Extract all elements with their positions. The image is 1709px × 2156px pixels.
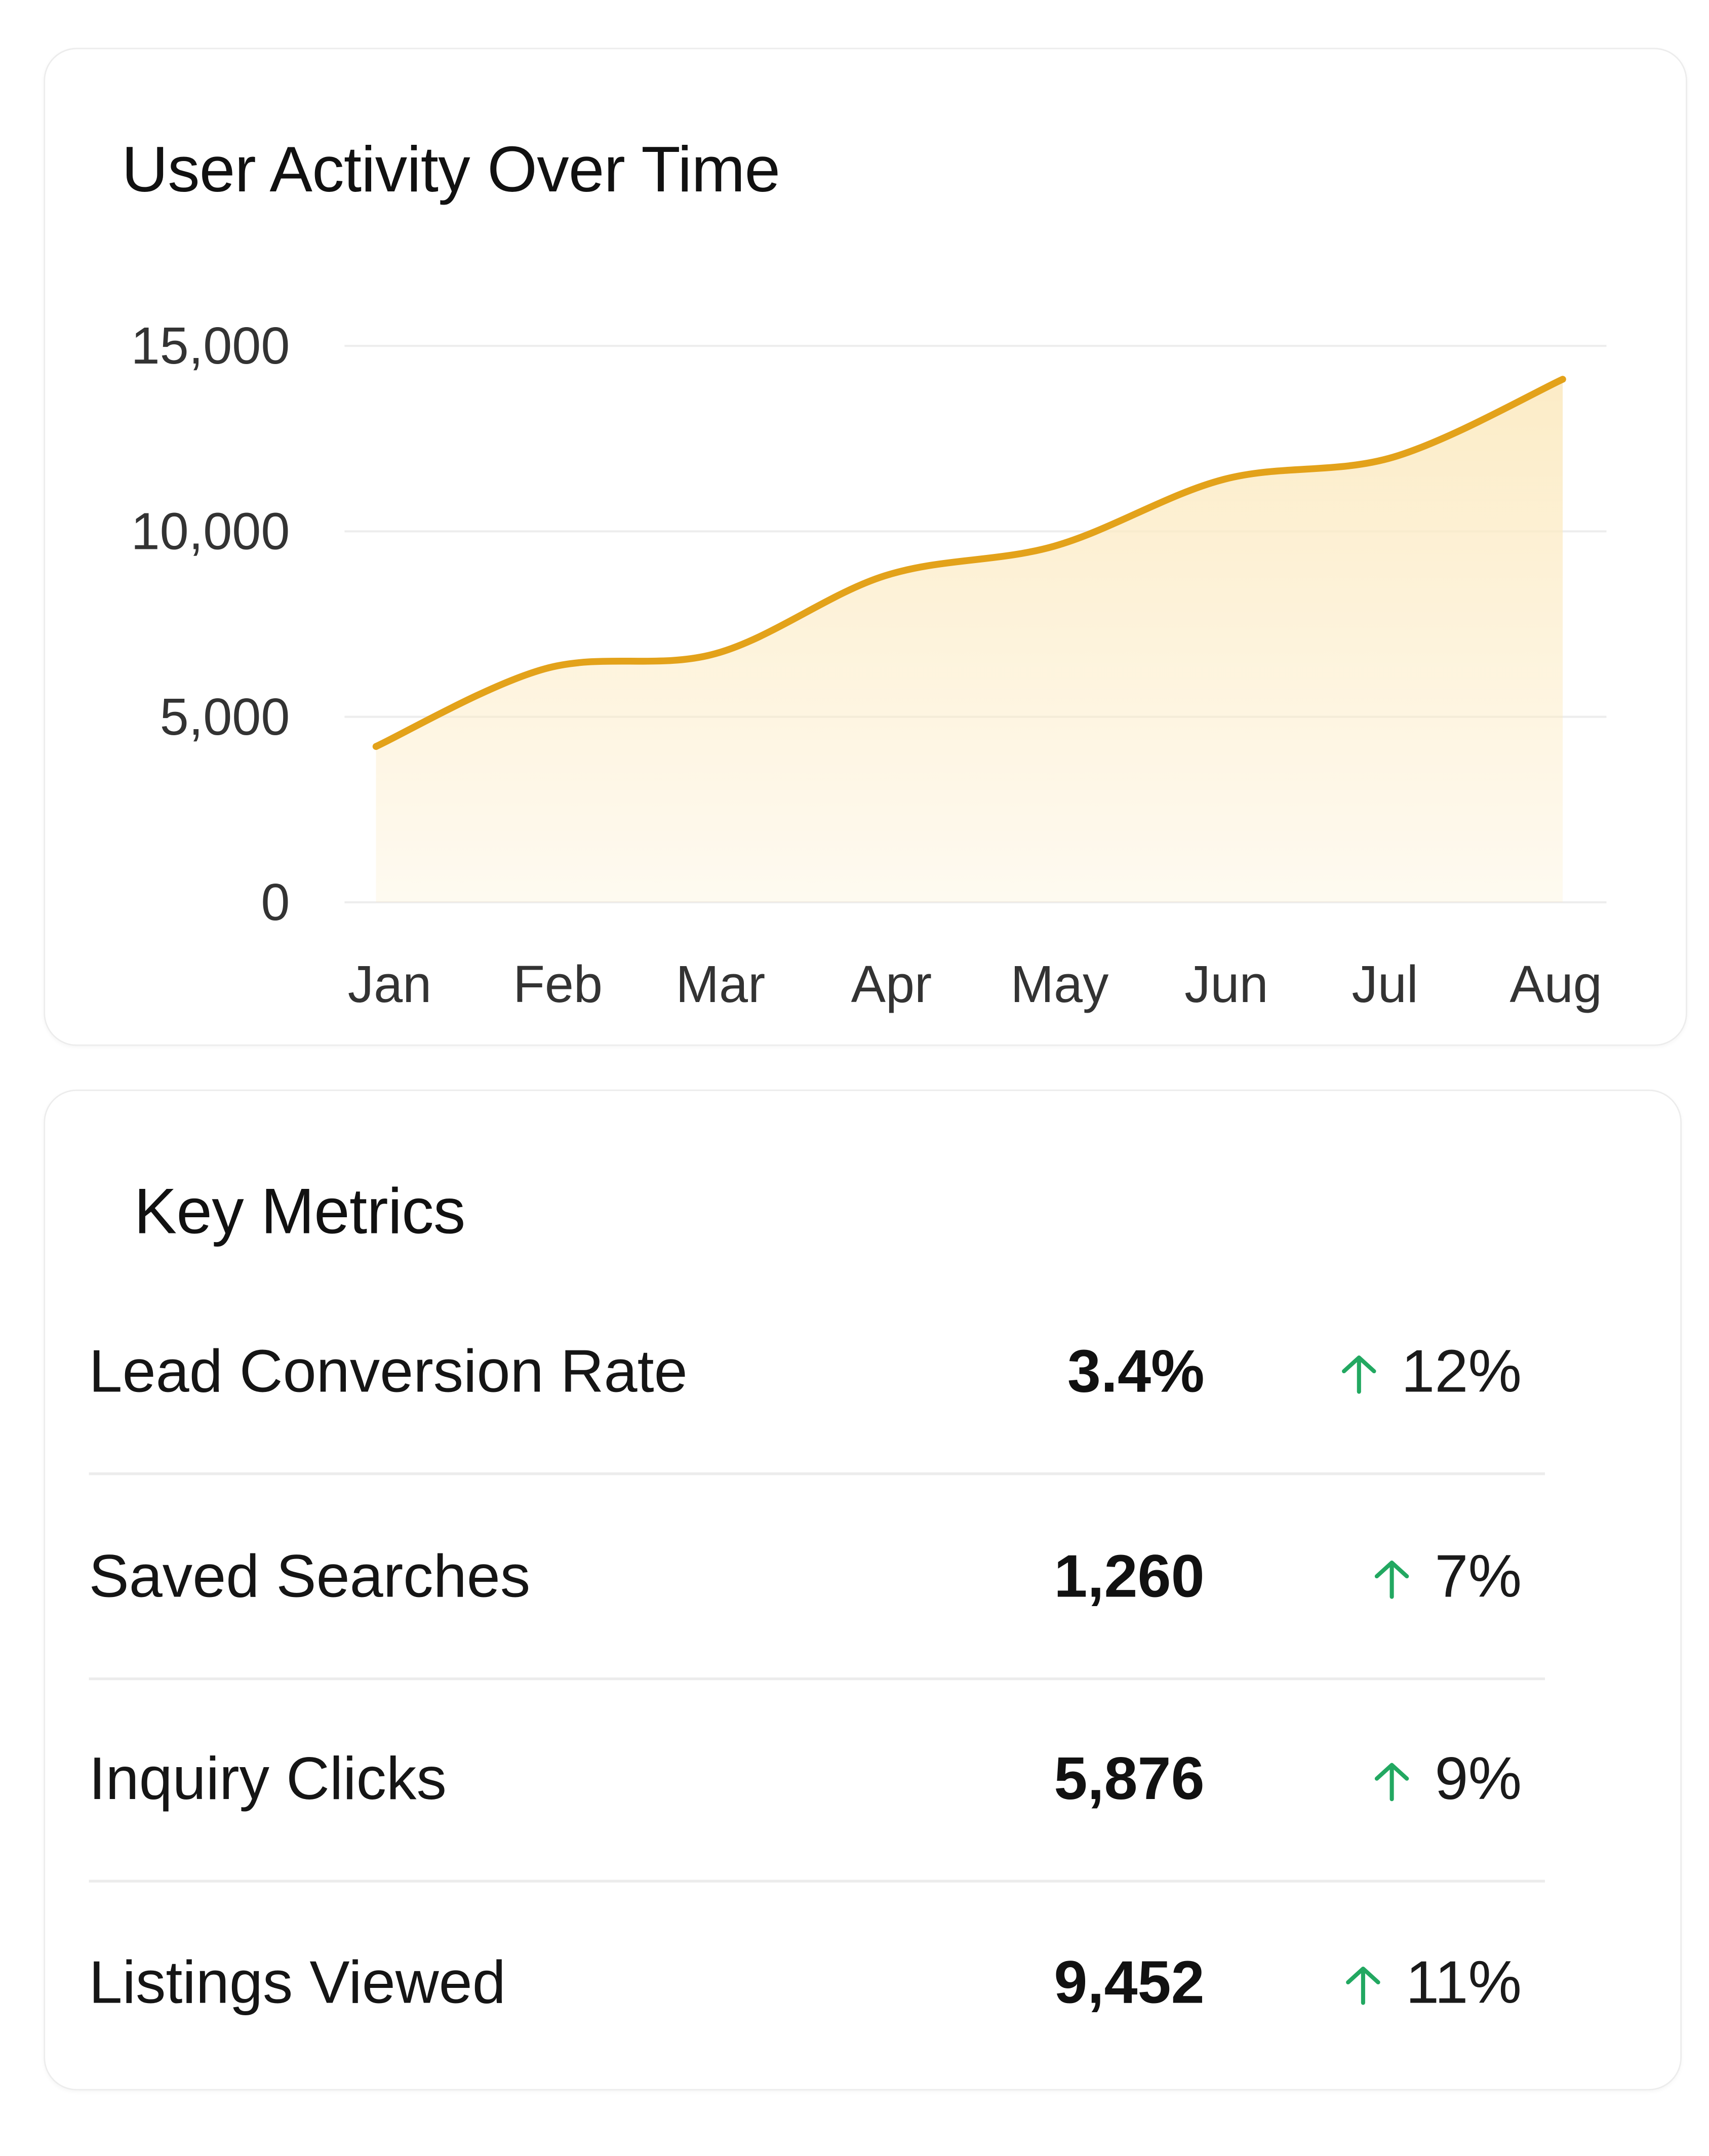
y-tick-label: 10,000	[131, 502, 290, 560]
divider	[89, 1880, 1545, 1882]
metric-row: Saved Searches 1,260 7%	[89, 1547, 1545, 1750]
metric-change-value: 11%	[1406, 1949, 1522, 2017]
y-tick-label: 5,000	[160, 688, 290, 746]
x-tick-label: Mar	[676, 955, 766, 1013]
x-tick-label: Jun	[1184, 955, 1268, 1013]
chart-title: User Activity Over Time	[122, 132, 780, 205]
metric-value: 5,876	[1054, 1745, 1205, 1813]
metric-change: 11%	[1343, 1953, 1522, 2014]
data-point	[1393, 457, 1394, 458]
metric-label: Lead Conversion Rate	[89, 1338, 688, 1406]
user-activity-chart: 0 5,000 10,000 15,000 Jan Feb Mar Apr May Jun Jul A…	[131, 316, 1607, 1013]
metric-label: Inquiry Clicks	[89, 1745, 447, 1813]
area-fill	[376, 379, 1563, 902]
arrow-up-icon	[1341, 1355, 1376, 1394]
metric-label: Listings Viewed	[89, 1949, 506, 2017]
metric-change: 9%	[1372, 1745, 1522, 1813]
y-tick-label: 0	[261, 873, 290, 931]
x-tick-label: Jan	[348, 955, 431, 1013]
metric-row: Inquiry Clicks 5,876 9%	[89, 1745, 1545, 1952]
x-tick-label: Aug	[1509, 955, 1602, 1013]
metric-change: 12%	[1338, 1342, 1522, 1403]
metric-label: Saved Searches	[89, 1543, 531, 1611]
metric-change: 7%	[1372, 1547, 1522, 1608]
metric-change-value: 12%	[1401, 1338, 1522, 1406]
x-tick-label: Jul	[1352, 955, 1418, 1013]
divider	[89, 1677, 1545, 1680]
x-tick-label: Apr	[851, 955, 932, 1013]
arrow-up-icon	[1346, 1966, 1381, 2005]
metric-change-value: 9%	[1435, 1745, 1522, 1813]
y-tick-label: 15,000	[131, 316, 290, 375]
series-line	[372, 376, 1566, 750]
data-point	[545, 668, 546, 669]
key-metrics-card: Key Metrics	[44, 1089, 1682, 2091]
metric-value: 3.4%	[1067, 1338, 1205, 1406]
metric-row: Lead Conversion Rate 3.4% 12%	[89, 1342, 1545, 1545]
x-tick-label: May	[1011, 955, 1109, 1013]
x-tick-label: Feb	[513, 955, 603, 1013]
arrow-up-icon	[1375, 1763, 1410, 1802]
metric-value: 9,452	[1054, 1949, 1205, 2017]
arrow-up-icon	[1375, 1561, 1410, 1599]
divider	[89, 1472, 1545, 1474]
metric-change-value: 7%	[1435, 1543, 1522, 1611]
metric-value: 1,260	[1054, 1543, 1205, 1611]
metric-row: Listings Viewed 9,452 11%	[89, 1953, 1545, 2156]
metrics-title: Key Metrics	[134, 1174, 466, 1247]
